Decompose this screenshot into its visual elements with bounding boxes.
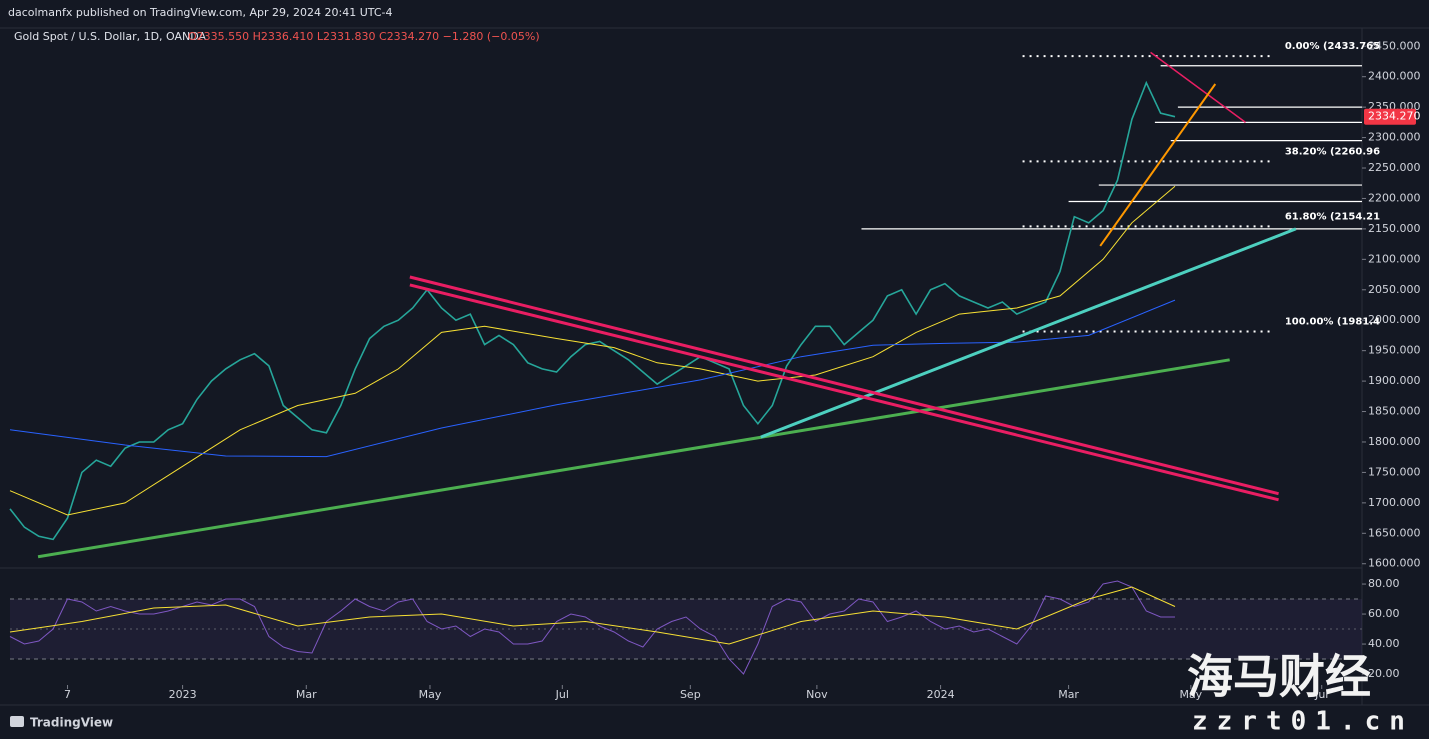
y-tick-label: 2400.000	[1368, 70, 1421, 83]
average-line	[9, 185, 1176, 516]
ohlc: O2335.550 H2336.410 L2331.830 C2334.270 …	[188, 30, 540, 43]
x-tick-label: Jul	[1314, 688, 1328, 701]
x-tick-label: Nov	[806, 688, 828, 701]
logo	[10, 716, 24, 727]
level-label: 0.00% (2433.765	[1285, 41, 1380, 52]
y-tick-label: 1750.000	[1368, 465, 1421, 478]
y-tick-label: 1850.000	[1368, 405, 1421, 418]
y-tick-label: 2200.000	[1368, 191, 1421, 204]
y-tick-label: 2300.000	[1368, 131, 1421, 144]
y-tick-label: 2450.000	[1368, 39, 1421, 52]
y-tick-label: 1800.000	[1368, 435, 1421, 448]
x-tick-label: Sep	[680, 688, 701, 701]
level-label: 38.20% (2260.96	[1285, 146, 1380, 157]
trendline	[409, 275, 1279, 496]
rsi-band	[10, 599, 1362, 660]
y-tick-label: 2050.000	[1368, 283, 1421, 296]
watermark-title: 海马财经	[1187, 650, 1371, 704]
trendline	[1099, 83, 1217, 247]
x-tick-label: May	[419, 688, 442, 701]
symbol: Gold Spot / U.S. Dollar, 1D, OANDA	[14, 30, 207, 43]
x-tick-label: Mar	[296, 688, 317, 701]
y-tick-label: 1600.000	[1368, 557, 1421, 570]
y-tick-label: 1950.000	[1368, 344, 1421, 357]
y-tick-label: 60.00	[1368, 607, 1400, 620]
y-tick-label: 2000.000	[1368, 313, 1421, 326]
x-tick-label: 7	[64, 688, 71, 701]
y-tick-label: 1900.000	[1368, 374, 1421, 387]
brand: TradingView	[30, 716, 113, 730]
x-tick-label: May	[1179, 688, 1202, 701]
y-tick-label: 80.00	[1368, 577, 1400, 590]
trendline	[760, 227, 1297, 439]
y-tick-label: 40.00	[1368, 637, 1400, 650]
y-tick-label: 20.00	[1368, 667, 1400, 680]
level-label: 100.00% (1981.4	[1285, 317, 1380, 328]
x-tick-label: Jul	[555, 688, 569, 701]
level-label: 61.80% (2154.21	[1285, 211, 1380, 222]
y-tick-label: 1650.000	[1368, 526, 1421, 539]
watermark-site: zzrt01.cn	[1192, 707, 1414, 737]
price-line	[9, 80, 1176, 541]
trendline	[37, 358, 1230, 559]
average-line	[9, 586, 1176, 645]
last-price-box	[1364, 108, 1416, 125]
plot: 1600.000 1650.000 1700.000 1750.000 1800.000…	[9, 39, 1421, 701]
x-tick-label: Mar	[1058, 688, 1079, 701]
last-price-label: 2334.270	[1368, 110, 1421, 123]
x-tick-label: 2024	[927, 688, 955, 701]
y-tick-label: 2150.000	[1368, 222, 1421, 235]
price-line	[9, 580, 1175, 675]
average-line	[9, 299, 1176, 458]
y-tick-label: 2100.000	[1368, 252, 1421, 265]
publisher: dacolmanfx published on TradingView.com,…	[8, 6, 392, 19]
trendline	[409, 283, 1279, 502]
trendline	[1150, 51, 1246, 123]
y-tick-label: 1700.000	[1368, 496, 1421, 509]
x-tick-label: 2023	[169, 688, 197, 701]
y-tick-label: 2250.000	[1368, 161, 1421, 174]
